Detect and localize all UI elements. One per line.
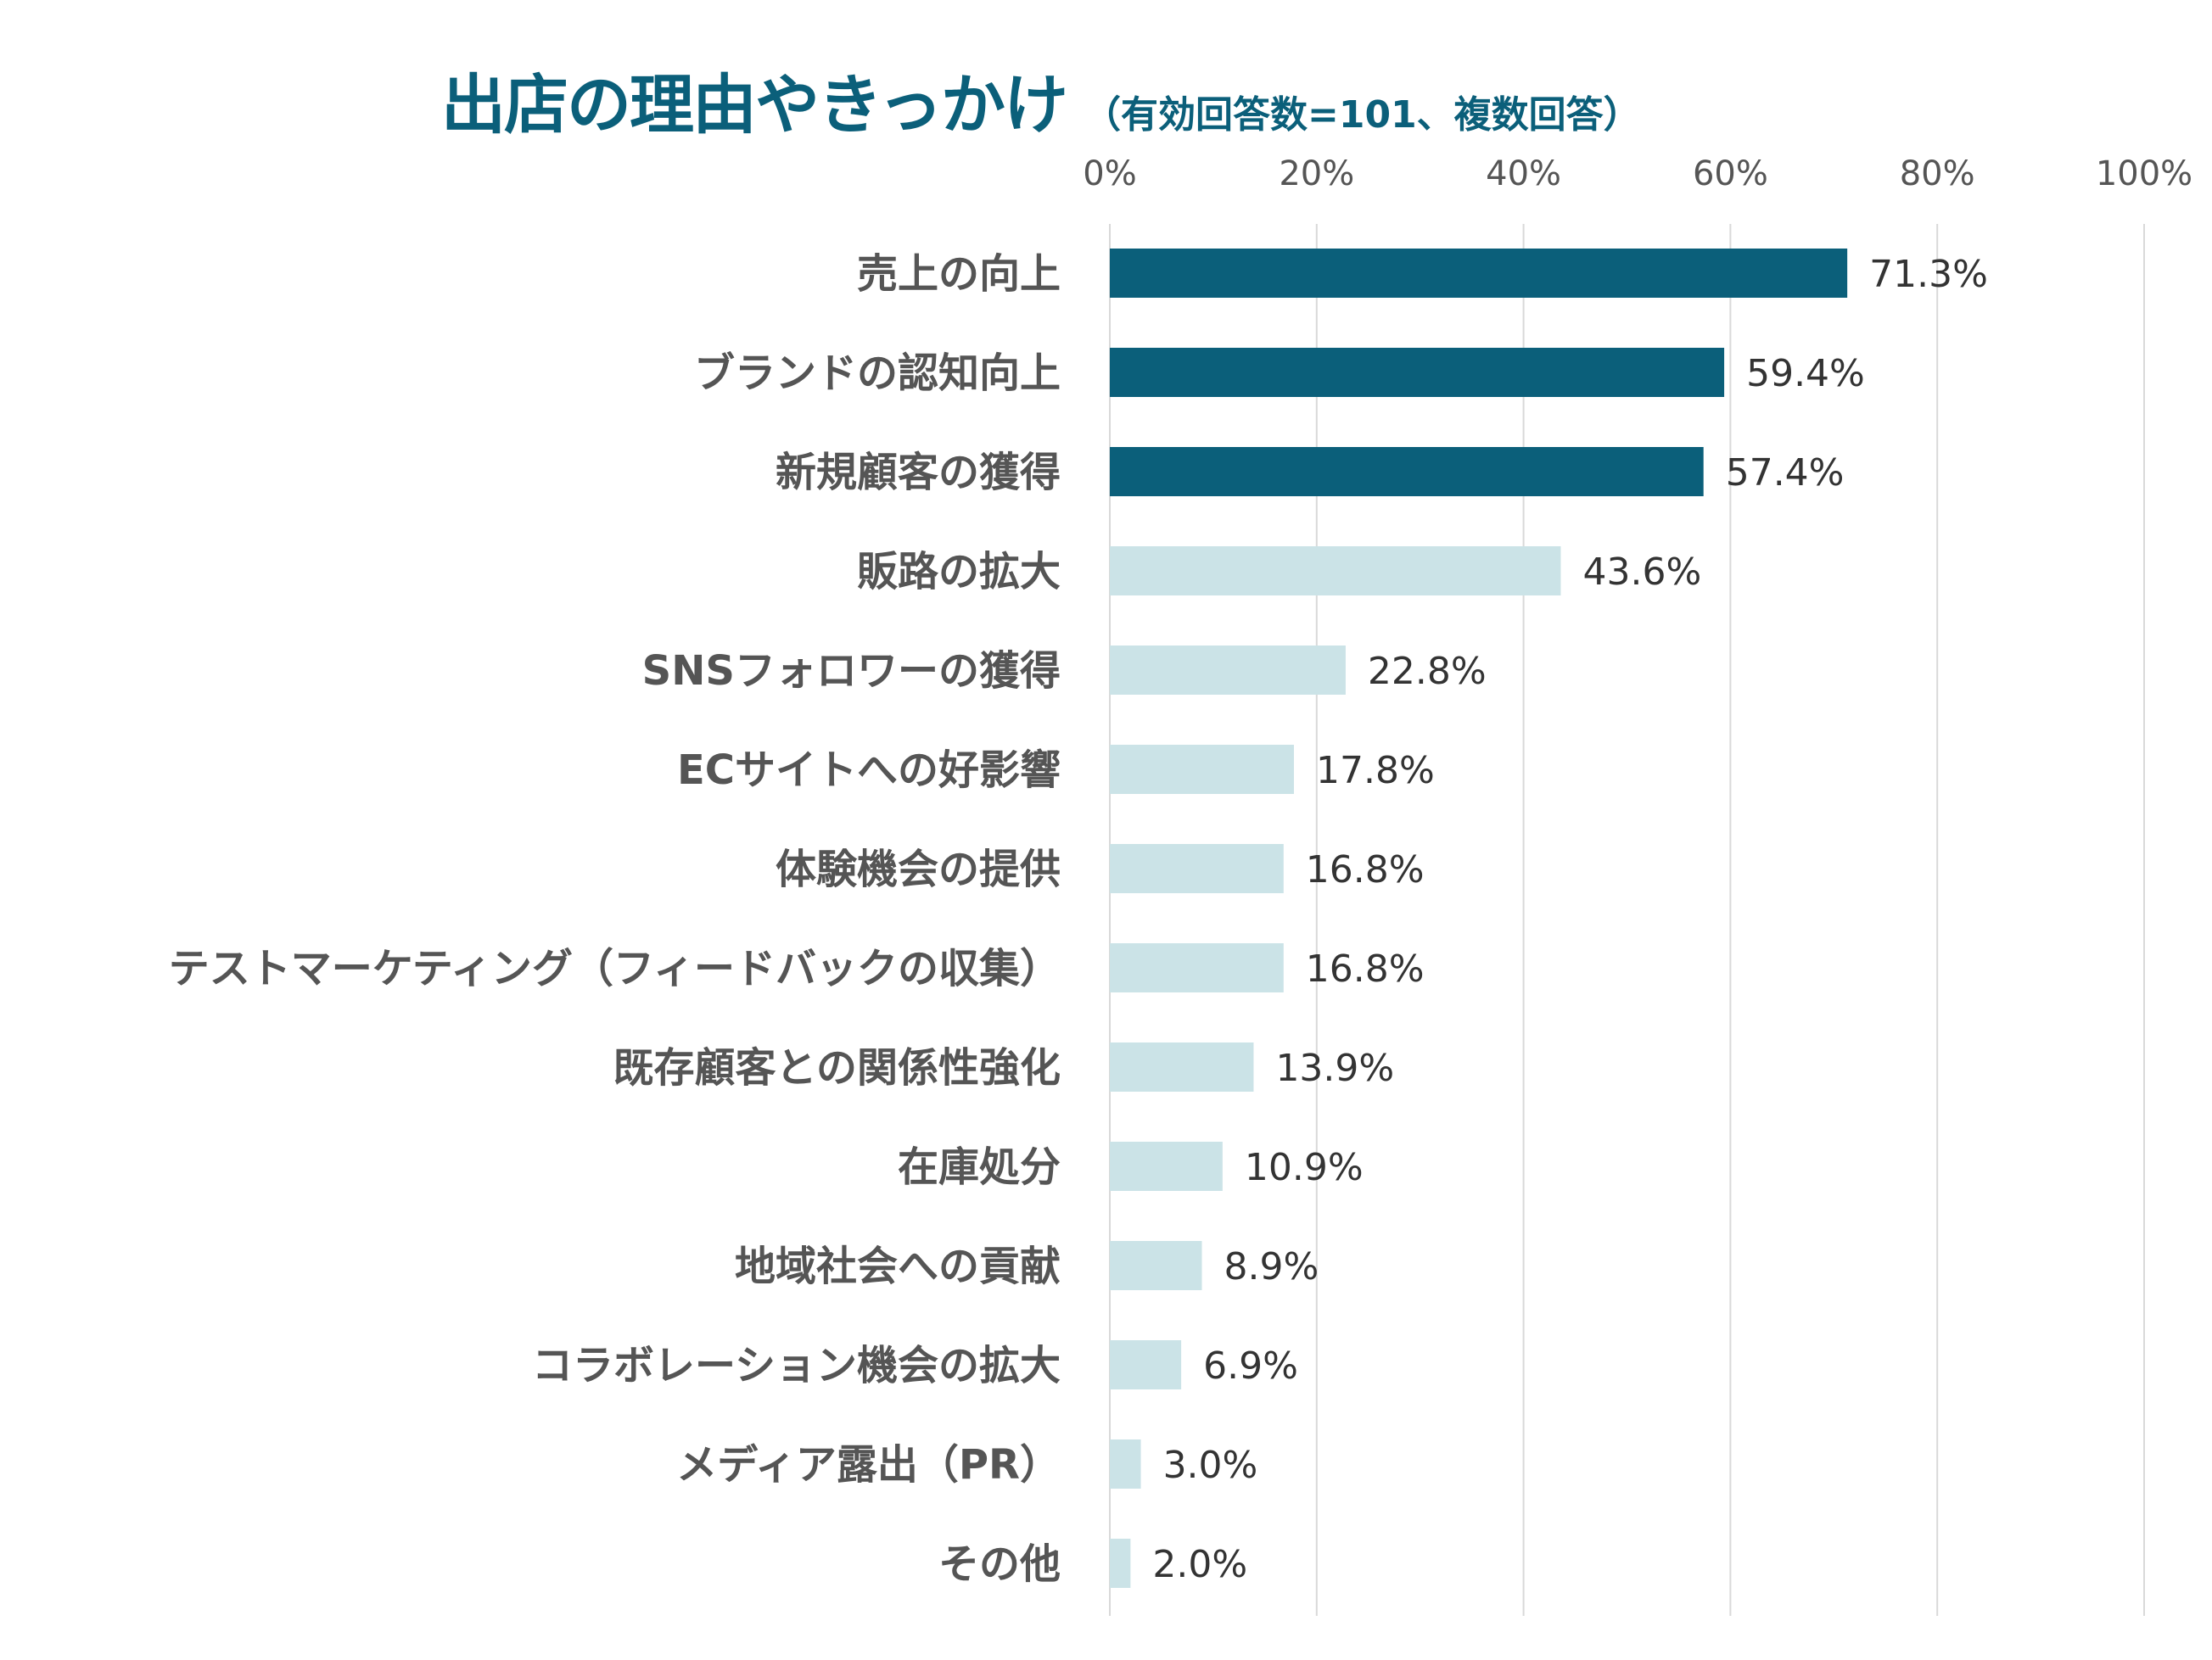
chart-subtitle: （有効回答数=101、複数回答） xyxy=(1083,93,1641,137)
category-label: コラボレーション機会の拡大 xyxy=(532,1342,1061,1389)
bar xyxy=(1110,249,1848,298)
x-tick-label: 100% xyxy=(2096,154,2192,193)
value-label: 16.8% xyxy=(1306,848,1425,891)
value-label: 16.8% xyxy=(1306,947,1425,991)
value-label: 43.6% xyxy=(1582,551,1701,594)
category-label: 販路の拡大 xyxy=(857,548,1061,595)
value-label: 13.9% xyxy=(1275,1047,1394,1090)
category-label: その他 xyxy=(938,1540,1061,1588)
chart-title-block: 出店の理由やきっかけ （有効回答数=101、複数回答） xyxy=(441,53,1641,146)
category-label: 売上の向上 xyxy=(857,250,1061,298)
category-label: 地域社会への貢献 xyxy=(735,1243,1061,1290)
bar xyxy=(1110,1241,1202,1290)
value-label: 3.0% xyxy=(1163,1444,1258,1487)
value-label: 57.4% xyxy=(1726,451,1845,495)
bar xyxy=(1110,1142,1223,1191)
bar xyxy=(1110,1539,1131,1588)
x-tick-label: 0% xyxy=(1083,154,1136,193)
bar xyxy=(1110,745,1294,794)
bar xyxy=(1110,447,1704,496)
x-tick-label: 40% xyxy=(1486,154,1561,193)
category-label: SNSフォロワーの獲得 xyxy=(642,647,1061,695)
category-label: 在庫処分 xyxy=(898,1143,1061,1191)
category-label: ブランドの認知向上 xyxy=(694,349,1061,397)
bar xyxy=(1110,646,1346,695)
category-label: テストマーケティング（フィードバックの収集） xyxy=(169,945,1061,992)
x-tick-label: 20% xyxy=(1279,154,1354,193)
value-label: 10.9% xyxy=(1245,1146,1364,1189)
value-label: 71.3% xyxy=(1869,253,1988,296)
category-label: 体験機会の提供 xyxy=(776,846,1061,893)
category-label: 既存顧客との関係性強化 xyxy=(613,1044,1061,1092)
value-label: 2.0% xyxy=(1152,1543,1247,1586)
value-label: 8.9% xyxy=(1224,1245,1319,1288)
category-label: 新規顧客の獲得 xyxy=(776,449,1061,496)
chart-title: 出店の理由やきっかけ xyxy=(441,67,1068,143)
bar xyxy=(1110,348,1725,397)
value-label: 17.8% xyxy=(1316,749,1435,792)
value-label: 59.4% xyxy=(1746,352,1865,395)
bar xyxy=(1110,844,1284,893)
bar xyxy=(1110,943,1284,992)
x-tick-label: 80% xyxy=(1900,154,1975,193)
bar xyxy=(1110,1042,1254,1092)
category-label: ECサイトへの好影響 xyxy=(677,746,1061,794)
category-label: メディア露出（PR） xyxy=(676,1441,1061,1489)
x-tick-label: 60% xyxy=(1693,154,1768,193)
value-label: 22.8% xyxy=(1368,650,1487,693)
bar xyxy=(1110,1439,1141,1489)
bar xyxy=(1110,546,1561,595)
value-label: 6.9% xyxy=(1203,1344,1298,1388)
bar xyxy=(1110,1340,1182,1389)
